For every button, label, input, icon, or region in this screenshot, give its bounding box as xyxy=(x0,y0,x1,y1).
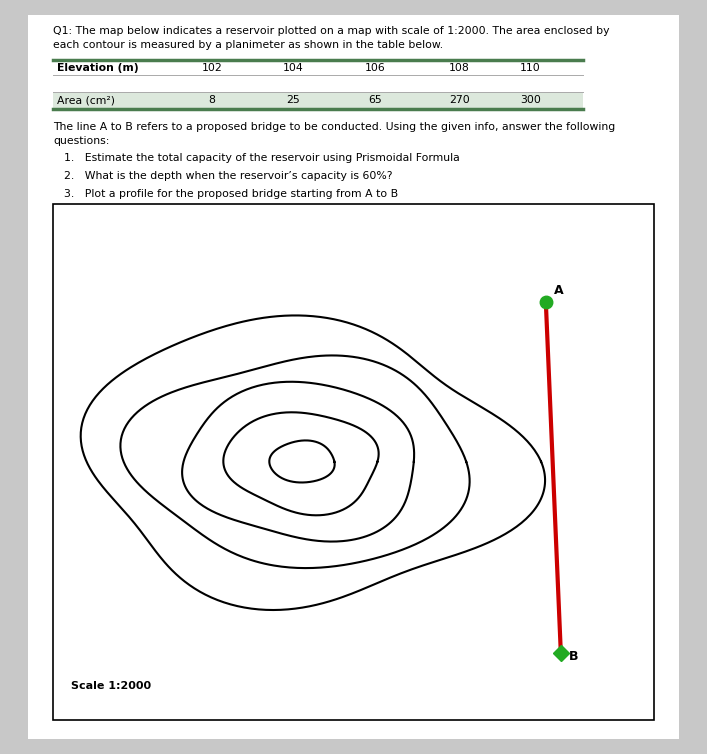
Text: 3.   Plot a profile for the proposed bridge starting from A to B: 3. Plot a profile for the proposed bridg… xyxy=(64,189,398,199)
Text: 1.   Estimate the total capacity of the reservoir using Prismoidal Formula: 1. Estimate the total capacity of the re… xyxy=(64,153,460,163)
Text: Q1: The map below indicates a reservoir plotted on a map with scale of 1:2000. T: Q1: The map below indicates a reservoir … xyxy=(53,26,609,51)
Text: 25: 25 xyxy=(286,95,300,106)
Text: 2.   What is the depth when the reservoir’s capacity is 60%?: 2. What is the depth when the reservoir’… xyxy=(64,171,392,181)
Bar xyxy=(53,204,654,720)
Bar xyxy=(53,92,583,109)
Text: 106: 106 xyxy=(364,63,385,73)
Text: 108: 108 xyxy=(449,63,470,73)
Text: 300: 300 xyxy=(520,95,541,106)
Text: A: A xyxy=(554,284,564,297)
Text: 8: 8 xyxy=(209,95,216,106)
Text: 270: 270 xyxy=(449,95,470,106)
Text: 110: 110 xyxy=(520,63,541,73)
Text: Elevation (m): Elevation (m) xyxy=(57,63,138,73)
Text: The line A to B refers to a proposed bridge to be conducted. Using the given inf: The line A to B refers to a proposed bri… xyxy=(53,122,615,146)
Text: 104: 104 xyxy=(283,63,304,73)
Text: 65: 65 xyxy=(368,95,382,106)
Text: 102: 102 xyxy=(201,63,223,73)
Text: B: B xyxy=(569,650,579,664)
Text: Scale 1:2000: Scale 1:2000 xyxy=(71,681,151,691)
Text: Area (cm²): Area (cm²) xyxy=(57,95,115,106)
